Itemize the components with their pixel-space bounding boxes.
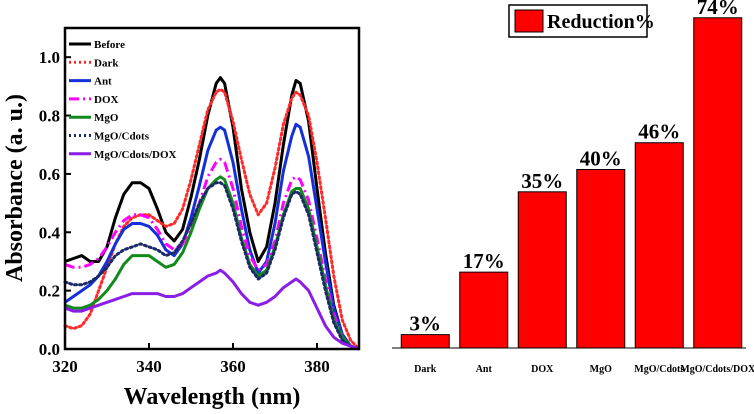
series-line-mgo (64, 175, 360, 351)
bar-category-label: MgO/Cdots/DOX (680, 364, 754, 375)
bar-ant (459, 271, 509, 349)
y-axis-ticks: 0.0 0.2 0.4 0.6 0.8 1.0 (39, 48, 71, 359)
line-series-group (63, 76, 361, 351)
y-tick-label: 0.6 (39, 165, 60, 184)
bar-category-label: DOX (531, 364, 554, 375)
bar-mgo-cdots (634, 142, 684, 349)
legend-label: Dark (94, 57, 119, 69)
legend-label: Before (94, 39, 125, 51)
x-tick-label: 360 (220, 357, 246, 376)
x-axis-title: Wavelength (nm) (124, 384, 301, 410)
y-tick-label: 0.0 (39, 340, 60, 359)
series-line-mgo-cdots-dox (64, 268, 360, 351)
bar-value-label: 46% (638, 120, 680, 144)
y-axis-title: Absorbance (a. u.) (2, 94, 28, 282)
x-axis-ticks: 320 340 360 380 (52, 343, 330, 376)
absorbance-line-chart: 320 340 360 380 0.0 0.2 0.4 0.6 0.8 1.0 Waveleng… (2, 26, 361, 410)
legend-label: DOX (94, 94, 119, 106)
bar-value-label: 17% (463, 249, 505, 273)
bar-dox (517, 191, 567, 349)
bar-mgo (576, 169, 626, 349)
legend-label: MgO (94, 112, 119, 124)
series-line-ant (64, 122, 360, 351)
bar-category-label: MgO/Cdots (634, 364, 684, 375)
bar-value-label: 74% (697, 0, 739, 19)
bar-value-label: 3% (410, 312, 442, 336)
x-tick-label: 340 (136, 357, 162, 376)
bar-legend: Reduction% (508, 4, 655, 38)
y-tick-label: 1.0 (39, 48, 60, 67)
bar-value-label: 35% (521, 169, 563, 193)
x-tick-label: 320 (52, 357, 78, 376)
y-tick-label: 0.2 (39, 282, 60, 301)
bar-legend-label: Reduction% (547, 11, 655, 33)
y-tick-label: 0.4 (39, 223, 61, 242)
y-tick-label: 0.8 (39, 107, 60, 126)
reduction-bar-chart: 3% Dark 17% Ant 35% DOX 40% MgO 46% MgO/Cdots 74% M… (392, 0, 754, 375)
bars-group: 3% Dark 17% Ant 35% DOX 40% MgO 46% MgO/Cdots 74% M… (400, 0, 754, 375)
bar-value-label: 40% (580, 147, 622, 171)
plot-frame (63, 26, 361, 351)
bar-category-label: Dark (414, 364, 437, 375)
legend-label: Ant (94, 76, 112, 88)
bar-legend-swatch (514, 9, 544, 33)
bar-category-label: MgO (590, 364, 612, 375)
series-line-mgo-cdots (63, 181, 361, 351)
bar-category-label: Ant (476, 364, 493, 375)
legend-label: MgO/Cdots/DOX (94, 149, 177, 161)
series-line-dox (64, 157, 360, 351)
bar-mgo-cdots-dox (693, 17, 743, 349)
legend-label: MgO/Cdots (94, 131, 150, 143)
x-tick-label: 380 (304, 357, 330, 376)
bar-dark (400, 334, 450, 349)
series-line-dark (63, 87, 361, 351)
line-legend: Before Dark Ant DOX MgO MgO/Cdots MgO/Cdots/DO… (69, 39, 177, 161)
